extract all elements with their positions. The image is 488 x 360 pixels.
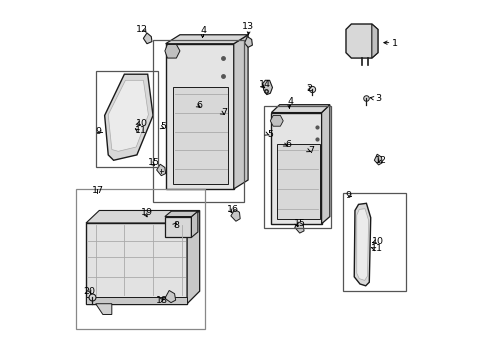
Polygon shape — [143, 33, 152, 44]
Polygon shape — [346, 24, 377, 58]
Text: 8: 8 — [173, 221, 179, 230]
Polygon shape — [191, 211, 198, 237]
Text: 19: 19 — [141, 208, 153, 217]
Text: 6: 6 — [285, 140, 291, 149]
Polygon shape — [86, 223, 187, 304]
Text: 16: 16 — [226, 205, 239, 214]
Text: 1: 1 — [391, 39, 397, 48]
Bar — [264, 107, 330, 228]
Polygon shape — [164, 217, 191, 237]
Text: 5: 5 — [267, 130, 273, 139]
Polygon shape — [86, 297, 187, 304]
Polygon shape — [86, 211, 199, 223]
Text: 13: 13 — [242, 22, 254, 31]
Polygon shape — [371, 24, 377, 58]
Polygon shape — [96, 304, 112, 315]
Polygon shape — [276, 144, 319, 219]
Text: 4: 4 — [200, 26, 206, 35]
Polygon shape — [104, 74, 153, 160]
Text: 3: 3 — [374, 94, 381, 103]
Text: 9: 9 — [95, 127, 101, 136]
Polygon shape — [165, 44, 233, 189]
Text: 10: 10 — [135, 119, 147, 128]
Polygon shape — [271, 105, 329, 113]
Text: 20: 20 — [83, 287, 95, 296]
Polygon shape — [271, 113, 321, 224]
Bar — [153, 40, 244, 202]
Polygon shape — [156, 164, 165, 176]
Text: 4: 4 — [287, 97, 293, 106]
Text: 10: 10 — [371, 237, 384, 246]
Text: 12: 12 — [374, 156, 386, 165]
Polygon shape — [164, 44, 180, 58]
Bar — [343, 193, 405, 291]
Text: 14: 14 — [259, 81, 271, 90]
Bar — [96, 71, 158, 167]
Text: 2: 2 — [305, 84, 311, 93]
Polygon shape — [244, 37, 252, 47]
Polygon shape — [356, 209, 368, 280]
Polygon shape — [233, 35, 247, 189]
Text: 11: 11 — [370, 244, 383, 253]
Polygon shape — [187, 211, 199, 304]
Text: 9: 9 — [345, 190, 351, 199]
Polygon shape — [164, 291, 175, 303]
Text: 11: 11 — [134, 126, 146, 135]
Text: 6: 6 — [196, 101, 202, 110]
Text: 5: 5 — [160, 122, 166, 131]
Polygon shape — [262, 80, 272, 95]
Polygon shape — [321, 105, 329, 224]
Bar — [76, 189, 204, 329]
Text: 7: 7 — [221, 108, 226, 117]
Polygon shape — [294, 222, 304, 233]
Polygon shape — [270, 116, 283, 126]
Text: 15: 15 — [293, 219, 305, 228]
Polygon shape — [172, 87, 228, 184]
Polygon shape — [353, 203, 370, 286]
Polygon shape — [373, 154, 382, 165]
Text: 18: 18 — [156, 296, 168, 305]
Text: 17: 17 — [92, 185, 104, 194]
Text: 12: 12 — [136, 25, 148, 34]
Polygon shape — [230, 210, 240, 221]
Polygon shape — [164, 211, 198, 217]
Polygon shape — [108, 80, 148, 151]
Text: 15: 15 — [148, 158, 160, 167]
Polygon shape — [165, 35, 247, 44]
Text: 7: 7 — [307, 146, 313, 155]
